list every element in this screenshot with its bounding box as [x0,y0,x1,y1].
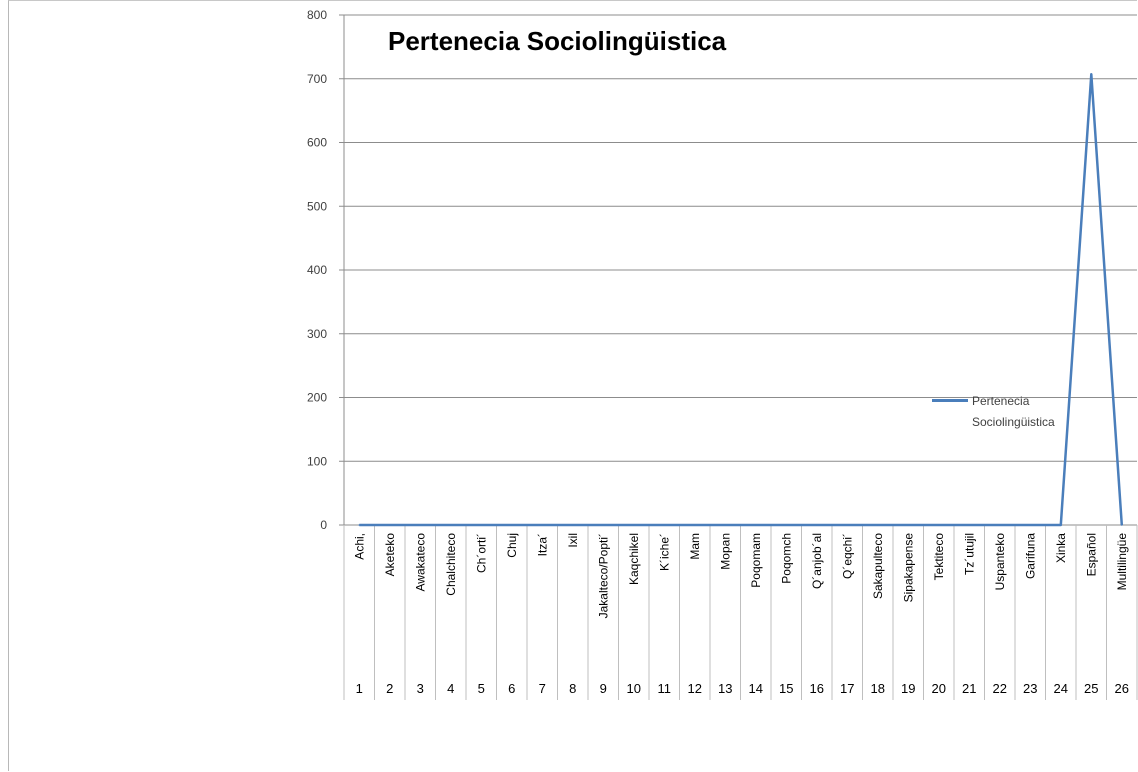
category-label: Ixil [566,533,580,548]
category-label: Awakateco [413,533,427,592]
category-label: Achi, [352,533,366,560]
data-point [1120,524,1123,526]
category-number: 3 [417,681,424,696]
category-number: 18 [871,681,885,696]
category-number: 15 [779,681,793,696]
y-tick-label: 600 [307,136,327,150]
data-point [968,524,971,526]
category-number: 20 [932,681,946,696]
category-number: 4 [447,681,454,696]
category-label: Mopan [718,533,732,570]
y-tick-label: 100 [307,454,327,468]
category-label: Poqomam [749,533,763,588]
y-tick-label: 0 [320,518,327,532]
data-point [693,524,696,526]
category-label: Multilingüe [1115,533,1129,591]
y-tick-label: 700 [307,72,327,86]
category-number: 22 [993,681,1007,696]
y-tick-label: 300 [307,327,327,341]
data-point [388,524,391,526]
data-point [449,524,452,526]
category-label: Q´anjob´al [810,533,824,589]
data-point [754,524,757,526]
chart-title: Pertenecia Sociolingüistica [388,26,727,56]
data-point [724,524,727,526]
category-number: 8 [569,681,576,696]
data-point [815,524,818,526]
category-number: 12 [688,681,702,696]
category-label: Q´eqchi´ [840,533,854,579]
series-line [359,73,1124,527]
category-number: 23 [1023,681,1037,696]
category-label: Mam [688,533,702,560]
category-label: Jakalteco/Popti´ [596,533,610,618]
category-label: Uspanteko [993,533,1007,591]
category-number: 5 [478,681,485,696]
data-point [1090,73,1093,76]
category-number: 9 [600,681,607,696]
category-number: 25 [1084,681,1098,696]
category-number: 16 [810,681,824,696]
category-label: Itza´ [535,533,549,556]
data-point [663,524,666,526]
category-number: 11 [658,681,672,696]
category-number: 6 [508,681,515,696]
category-number: 7 [539,681,546,696]
y-tick-label: 400 [307,263,327,277]
category-label: Tektiteco [932,533,946,581]
category-number: 26 [1115,681,1129,696]
legend-swatch [932,399,968,402]
data-point [602,524,605,526]
data-point [541,524,544,526]
category-label: Poqomch [779,533,793,584]
category-label: Sipakapense [901,533,915,603]
data-point [510,524,513,526]
category-label: Xinka [1054,533,1068,563]
data-point [998,524,1001,526]
category-label: Tz´utujil [962,533,976,575]
data-point [419,524,422,526]
category-label: Ch´orti´ [474,533,488,573]
data-point [876,524,879,526]
category-number: 17 [840,681,854,696]
category-label: Kaqchikel [627,533,641,585]
data-point [480,524,483,526]
data-point [937,524,940,526]
category-label: K´iche´ [657,533,671,571]
category-number: 21 [962,681,976,696]
category-label: Chuj [505,533,519,558]
chart-frame [8,0,1137,771]
data-point [907,524,910,526]
data-point [632,524,635,526]
data-point [1029,524,1032,526]
category-number: 13 [718,681,732,696]
data-point [571,524,574,526]
category-number: 1 [356,681,363,696]
category-label: Español [1084,533,1098,576]
data-point [846,524,849,526]
category-number: 10 [627,681,641,696]
category-number: 14 [749,681,763,696]
y-tick-label: 800 [307,8,327,22]
category-label: Chalchiteco [444,533,458,596]
category-number: 2 [386,681,393,696]
category-label: Garifuna [1023,533,1037,579]
data-point [1059,524,1062,526]
category-number: 19 [901,681,915,696]
category-number: 24 [1054,681,1068,696]
data-point [785,524,788,526]
legend-label: Pertenecia Sociolingüistica [972,394,1055,429]
category-label: Aketeko [383,533,397,577]
data-point [358,524,361,526]
category-label: Sakapulteco [871,533,885,599]
y-tick-label: 200 [307,391,327,405]
y-tick-label: 500 [307,199,327,213]
